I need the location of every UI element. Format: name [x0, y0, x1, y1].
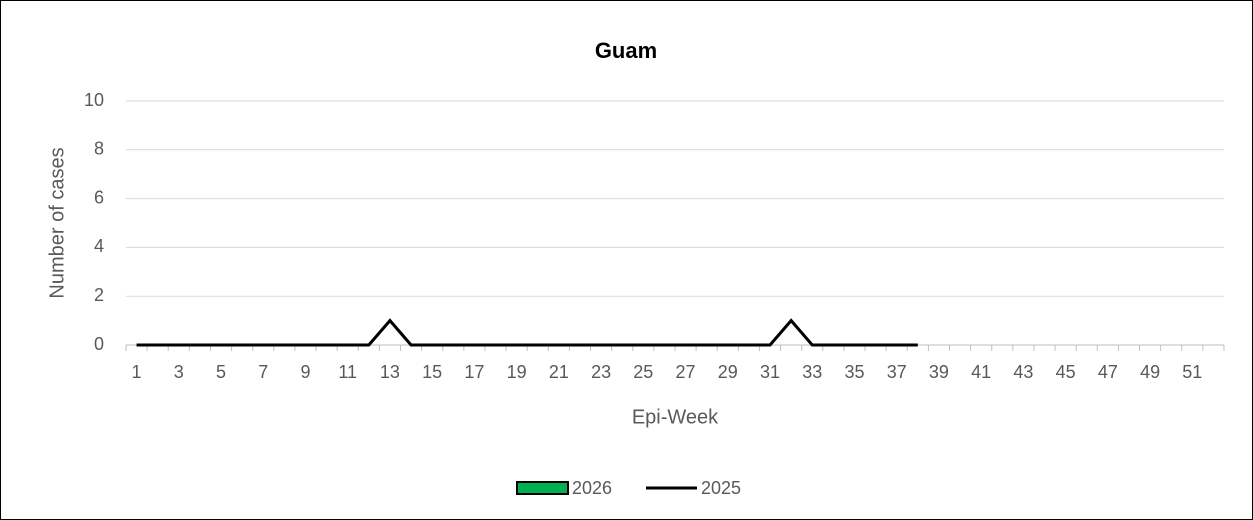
x-tick-label: 15	[422, 362, 442, 382]
x-tick-label: 27	[676, 362, 696, 382]
y-tick-label: 2	[94, 285, 104, 305]
x-tick-label: 35	[844, 362, 864, 382]
y-axis-label: Number of cases	[46, 147, 68, 298]
chart-title: Guam	[595, 38, 657, 63]
x-tick-label: 41	[971, 362, 991, 382]
x-tick-label: 43	[1013, 362, 1033, 382]
x-tick-label: 23	[591, 362, 611, 382]
x-tick-label: 9	[300, 362, 310, 382]
y-tick-label: 8	[94, 139, 104, 159]
x-tick-label: 5	[216, 362, 226, 382]
x-tick-label: 19	[507, 362, 527, 382]
x-tick-label: 49	[1140, 362, 1160, 382]
x-tick-label: 7	[258, 362, 268, 382]
x-tick-label: 31	[760, 362, 780, 382]
legend-label: 2025	[701, 478, 741, 498]
x-tick-label: 21	[549, 362, 569, 382]
x-axis-label: Epi-Week	[632, 406, 719, 428]
y-tick-label: 10	[84, 90, 104, 110]
x-tick-label: 29	[718, 362, 738, 382]
x-tick-label: 11	[338, 362, 357, 382]
x-tick-label: 45	[1056, 362, 1076, 382]
y-tick-label: 6	[94, 187, 104, 207]
x-tick-label: 33	[802, 362, 822, 382]
x-tick-label: 17	[464, 362, 484, 382]
y-tick-label: 0	[94, 334, 104, 354]
x-tick-label: 3	[174, 362, 184, 382]
x-tick-label: 1	[132, 362, 142, 382]
x-tick-label: 37	[887, 362, 907, 382]
x-tick-label: 13	[380, 362, 400, 382]
legend-swatch	[516, 481, 569, 495]
x-tick-label: 25	[633, 362, 653, 382]
x-tick-label: 47	[1098, 362, 1118, 382]
x-tick-label: 51	[1182, 362, 1202, 382]
legend-label: 2026	[572, 478, 612, 498]
y-tick-label: 4	[94, 236, 104, 256]
x-tick-label: 39	[929, 362, 949, 382]
line-series	[136, 318, 918, 347]
